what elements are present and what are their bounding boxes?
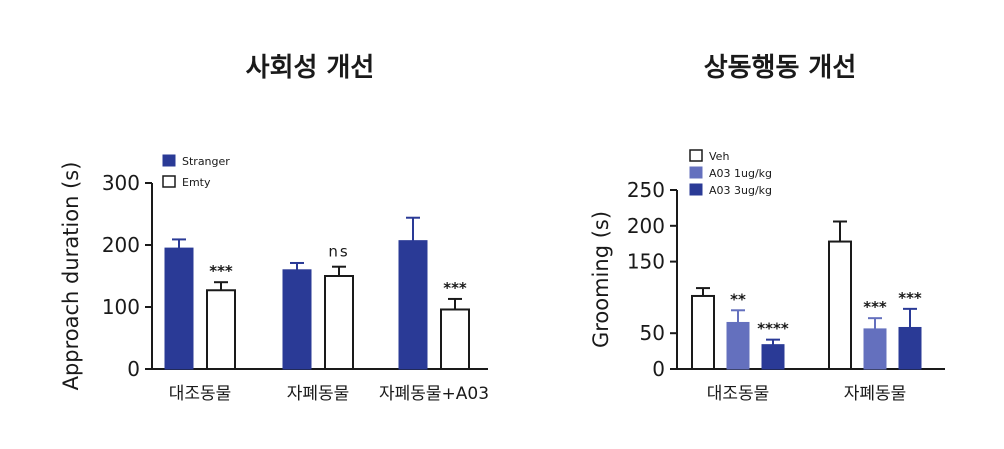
chart-title-social: 사회성 개선 — [245, 53, 375, 83]
grooming-y-tick-label: 200 — [627, 214, 665, 238]
grooming-y-tick-label: 50 — [640, 321, 665, 345]
social-y-axis-label: Approach duration (s) — [59, 162, 83, 391]
grooming-legend-swatch — [689, 166, 703, 179]
social-bar — [206, 289, 236, 371]
grooming-bar — [863, 328, 887, 370]
social-y-tick-label: 0 — [127, 357, 140, 381]
social-significance-label: *** — [443, 279, 467, 297]
grooming-category-label: 자폐동물 — [844, 384, 907, 404]
social-bar — [324, 275, 354, 370]
social-bar — [440, 308, 470, 371]
social-category-label: 자폐동물 — [287, 384, 350, 404]
chart-title-grooming: 상동행동 개선 — [703, 53, 857, 83]
social-y-tick-label: 300 — [102, 171, 140, 195]
social-significance-label: ns — [328, 243, 349, 261]
grooming-bar — [726, 321, 750, 370]
social-y-tick-label: 100 — [102, 295, 140, 319]
social-legend-swatch — [162, 154, 176, 167]
social-bar — [398, 240, 428, 370]
grooming-legend-label: A03 3ug/kg — [709, 184, 772, 197]
grooming-category-label: 대조동물 — [707, 384, 770, 404]
social-legend-label: Stranger — [182, 155, 230, 168]
grooming-significance-label: **** — [757, 320, 789, 338]
social-y-tick-label: 200 — [102, 233, 140, 257]
social-legend-label: Emty — [182, 176, 211, 189]
social-category-label: 자폐동물+A03 — [379, 384, 489, 404]
grooming-y-tick-label: 250 — [627, 178, 665, 202]
social-category-label: 대조동물 — [169, 384, 232, 404]
grooming-bar — [761, 344, 785, 370]
social-bar — [164, 247, 194, 370]
grooming-bar — [898, 326, 922, 370]
grooming-y-tick-label: 150 — [627, 250, 665, 274]
grooming-legend-swatch — [689, 149, 703, 162]
social-legend-swatch — [162, 175, 176, 188]
grooming-significance-label: ** — [730, 290, 746, 308]
social-significance-label: *** — [209, 262, 233, 280]
grooming-significance-label: *** — [863, 298, 887, 316]
grooming-significance-label: *** — [898, 289, 922, 307]
grooming-y-axis-label: Grooming (s) — [589, 211, 613, 348]
grooming-y-tick-label: 0 — [652, 357, 665, 381]
grooming-legend-label: Veh — [709, 150, 729, 163]
grooming-bar — [828, 240, 852, 370]
grooming-bar — [691, 294, 715, 370]
social-bar — [282, 269, 312, 370]
grooming-legend-swatch — [689, 183, 703, 196]
grooming-legend-label: A03 1ug/kg — [709, 167, 772, 180]
